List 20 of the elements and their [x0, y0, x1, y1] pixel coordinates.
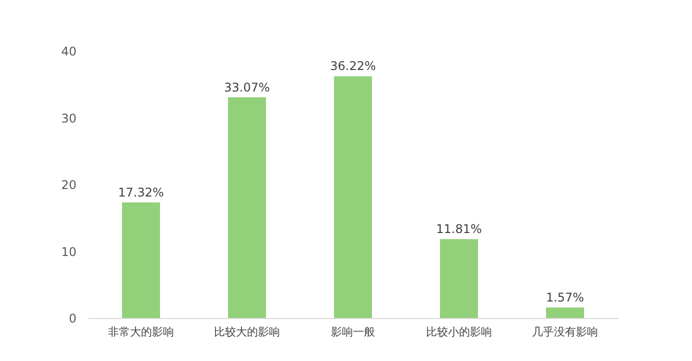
bar [228, 97, 266, 318]
data-label: 36.22% [330, 59, 376, 74]
x-tick-label: 比较小的影响 [426, 326, 492, 338]
y-tick-label: 0 [68, 312, 76, 326]
x-tick-label: 比较大的影响 [214, 326, 280, 338]
y-tick-label: 20 [61, 178, 76, 192]
y-tick-label: 10 [61, 244, 76, 259]
bar [334, 76, 372, 318]
x-tick-label: 几乎没有影响 [532, 326, 598, 338]
x-tick-label: 影响一般 [331, 326, 375, 338]
data-label: 1.57% [546, 290, 584, 305]
y-tick-label: 30 [61, 111, 76, 126]
y-tick-label: 40 [61, 44, 76, 58]
data-label: 11.81% [436, 222, 482, 236]
data-label: 33.07% [224, 80, 270, 94]
bar [546, 308, 584, 318]
x-tick-label: 非常大的影响 [108, 326, 174, 338]
data-label: 17.32% [118, 185, 164, 200]
bar [122, 202, 160, 318]
bar [440, 239, 478, 318]
